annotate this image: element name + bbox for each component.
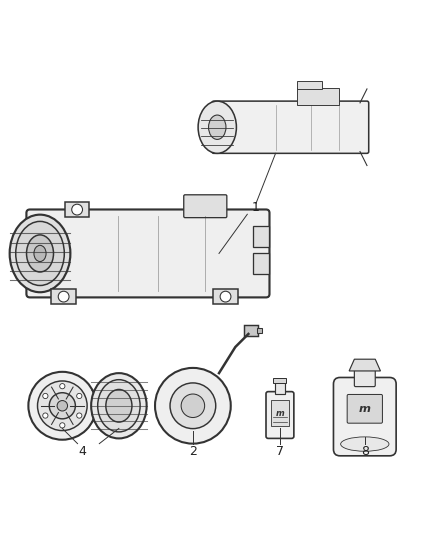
Bar	[253, 227, 269, 247]
Circle shape	[181, 394, 205, 417]
Ellipse shape	[98, 379, 140, 432]
Bar	[297, 87, 339, 105]
Text: m: m	[359, 404, 371, 414]
FancyBboxPatch shape	[333, 377, 396, 456]
Ellipse shape	[198, 101, 237, 154]
Bar	[65, 202, 89, 217]
Bar	[253, 254, 269, 273]
Circle shape	[220, 291, 231, 302]
Circle shape	[60, 423, 65, 428]
Ellipse shape	[34, 245, 46, 262]
Bar	[257, 328, 262, 333]
Circle shape	[60, 384, 65, 389]
Ellipse shape	[27, 235, 53, 272]
Bar	[271, 400, 289, 426]
Circle shape	[155, 368, 231, 443]
Ellipse shape	[341, 437, 389, 451]
FancyBboxPatch shape	[26, 209, 269, 297]
Bar	[213, 289, 238, 304]
Polygon shape	[349, 359, 381, 371]
Bar	[297, 80, 322, 89]
Circle shape	[49, 393, 75, 419]
Circle shape	[77, 393, 82, 399]
Circle shape	[58, 291, 69, 302]
Ellipse shape	[208, 115, 226, 140]
Bar	[244, 326, 258, 336]
Bar	[273, 378, 286, 383]
FancyBboxPatch shape	[354, 370, 375, 386]
Circle shape	[207, 204, 217, 215]
FancyBboxPatch shape	[266, 392, 294, 439]
Circle shape	[72, 204, 82, 215]
Circle shape	[43, 393, 48, 399]
Bar	[52, 289, 76, 304]
Ellipse shape	[10, 215, 71, 292]
FancyBboxPatch shape	[347, 394, 382, 423]
Text: 2: 2	[189, 445, 197, 458]
Text: m: m	[276, 409, 284, 418]
FancyBboxPatch shape	[184, 195, 227, 217]
Circle shape	[28, 372, 96, 440]
FancyBboxPatch shape	[212, 101, 369, 154]
Ellipse shape	[16, 221, 64, 286]
Ellipse shape	[91, 373, 147, 439]
Ellipse shape	[106, 390, 132, 422]
Circle shape	[170, 383, 216, 429]
Text: 8: 8	[361, 445, 369, 458]
Text: 4: 4	[78, 445, 86, 458]
Circle shape	[57, 400, 67, 411]
Text: 7: 7	[276, 445, 284, 458]
Bar	[275, 382, 285, 394]
Circle shape	[43, 413, 48, 418]
Bar	[200, 202, 224, 217]
Text: 1: 1	[252, 201, 260, 214]
Circle shape	[38, 381, 87, 431]
Circle shape	[77, 413, 82, 418]
